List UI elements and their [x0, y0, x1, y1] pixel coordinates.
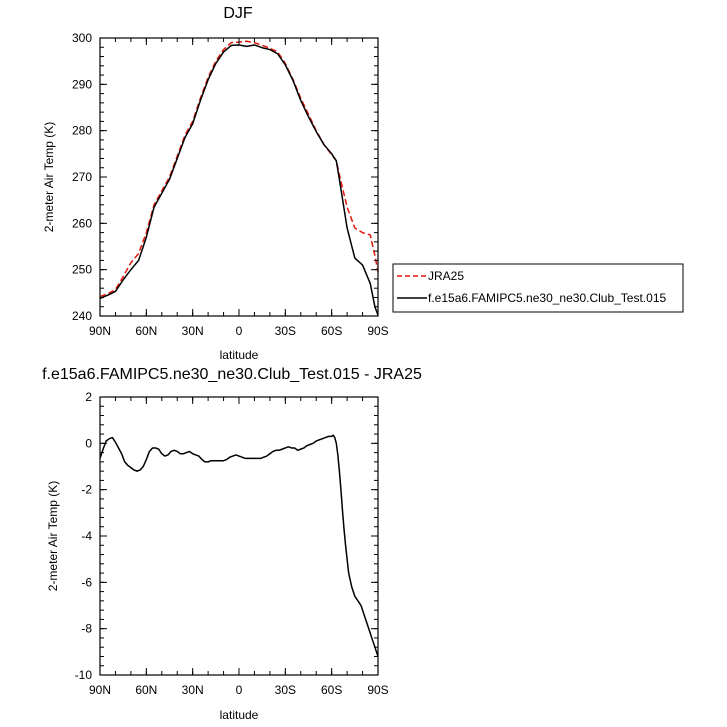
bottom-chart-ylabel: 2-meter Air Temp (K) [46, 481, 60, 591]
bottom-chart-xtick-label: 90N [89, 683, 111, 697]
top-chart-ytick-label: 300 [72, 31, 92, 45]
bottom-chart-xtick-label: 0 [236, 683, 243, 697]
bottom-chart-frame [99, 396, 379, 676]
legend-label-jra25: JRA25 [428, 269, 464, 283]
top-chart-series-line-0 [99, 40, 379, 298]
top-chart-series-layer [99, 40, 379, 316]
bottom-chart-xtick-label: 60S [321, 683, 342, 697]
bottom-chart-ytick-label: -10 [75, 668, 93, 682]
top-chart-panel: DJF 90N 60N 30N 0 30S 60S 90S 240 250 260 270 280 29… [42, 5, 389, 362]
top-chart-frame [99, 37, 379, 317]
top-chart-ylabel: 2-meter Air Temp (K) [42, 122, 56, 232]
top-chart-title: DJF [223, 5, 253, 22]
bottom-chart-ytick-label: -8 [81, 622, 92, 636]
top-chart-ticks: 90N 60N 30N 0 30S 60S 90S 240 250 260 270 280 290 300 [72, 31, 389, 338]
top-chart-xtick-label: 30N [182, 324, 204, 338]
top-chart-xlabel: latitude [220, 348, 259, 362]
legend: JRA25 f.e15a6.FAMIPC5.ne30_ne30.Club_Tes… [392, 263, 684, 313]
legend-label-model: f.e15a6.FAMIPC5.ne30_ne30.Club_Test.015 [428, 291, 666, 305]
bottom-chart-panel: f.e15a6.FAMIPC5.ne30_ne30.Club_Test.015 … [42, 366, 422, 722]
bottom-chart-ytick-label: 2 [85, 390, 92, 404]
bottom-chart-ytick-label: -6 [81, 575, 92, 589]
top-chart-xtick-label: 0 [236, 324, 243, 338]
bottom-chart-ytick-label: -4 [81, 529, 92, 543]
top-chart-xtick-label: 90N [89, 324, 111, 338]
legend-box [392, 263, 684, 313]
top-chart-ytick-label: 270 [72, 170, 92, 184]
top-chart-ytick-label: 240 [72, 309, 92, 323]
top-chart-ytick-label: 290 [72, 77, 92, 91]
bottom-chart-xtick-label: 30S [275, 683, 296, 697]
top-chart-xtick-label: 60S [321, 324, 342, 338]
top-chart-ytick-label: 280 [72, 124, 92, 138]
bottom-chart-ytick-label: -2 [81, 483, 92, 497]
bottom-chart-series-layer [99, 434, 379, 657]
top-chart-series-line-1 [99, 44, 379, 316]
bottom-chart-xlabel: latitude [220, 708, 259, 722]
bottom-chart-series-line-0 [99, 434, 379, 657]
bottom-chart-ticks: 90N 60N 30N 0 30S 60S 90S 2 0 -2 -4 -6 -8 -10 [75, 390, 389, 697]
bottom-chart-xtick-label: 30N [182, 683, 204, 697]
top-chart-ytick-label: 260 [72, 216, 92, 230]
bottom-chart-xtick-label: 90S [367, 683, 388, 697]
bottom-chart-ytick-label: 0 [85, 436, 92, 450]
bottom-chart-xtick-label: 60N [135, 683, 157, 697]
top-chart-xtick-label: 90S [367, 324, 388, 338]
bottom-chart-title: f.e15a6.FAMIPC5.ne30_ne30.Club_Test.015 … [42, 366, 422, 383]
top-chart-xtick-label: 60N [135, 324, 157, 338]
top-chart-xtick-label: 30S [275, 324, 296, 338]
top-chart-ytick-label: 250 [72, 263, 92, 277]
